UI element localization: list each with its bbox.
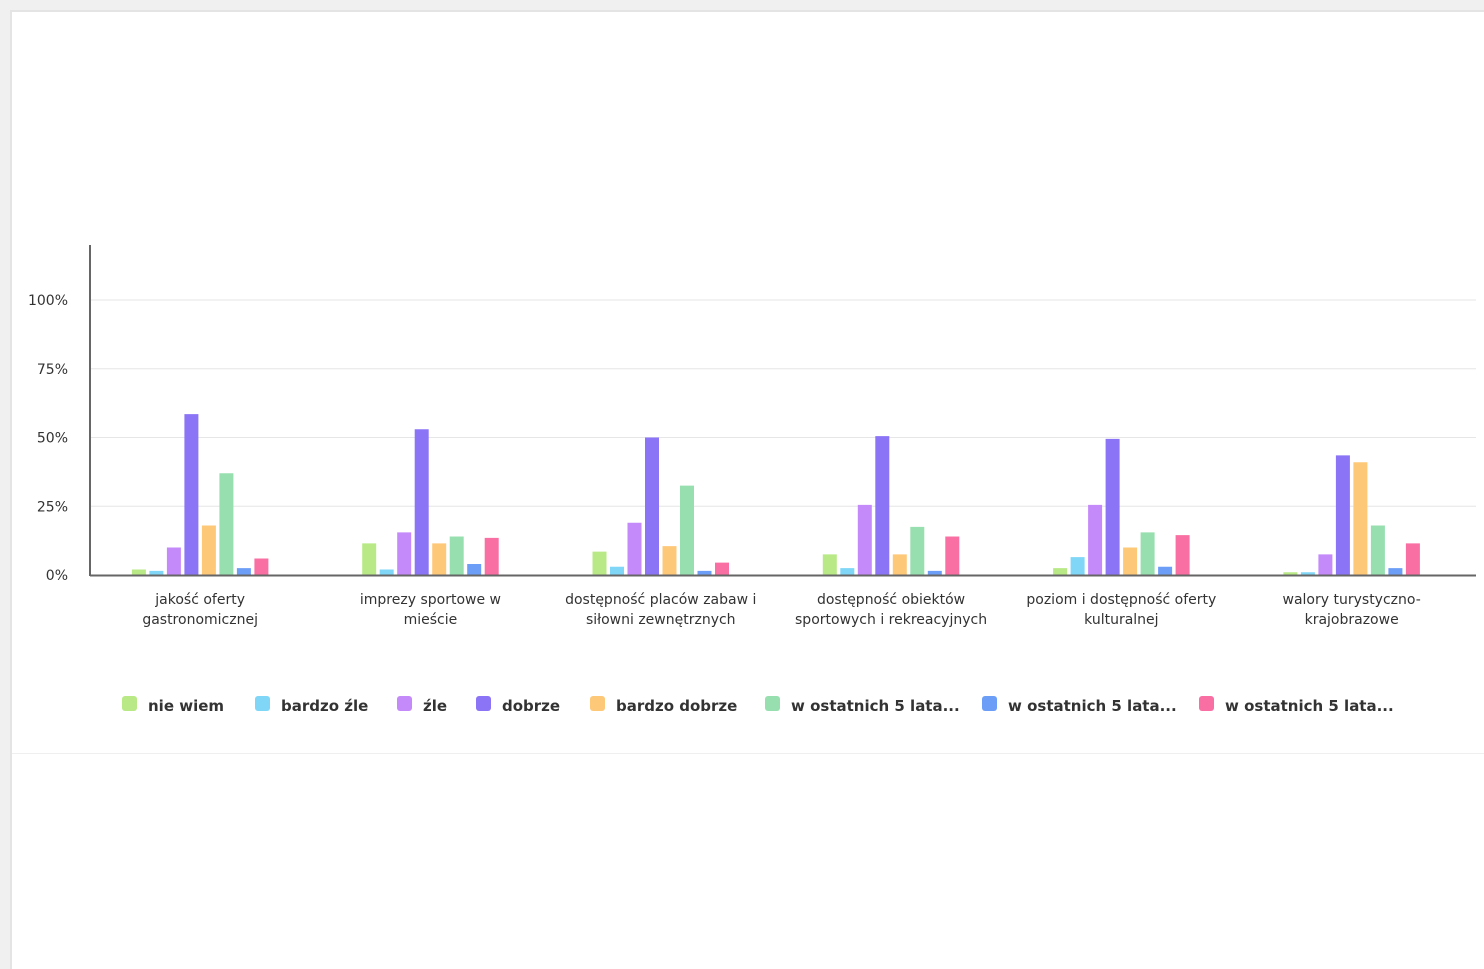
bar[interactable]: [432, 543, 447, 575]
legend-label: bardzo źle: [281, 697, 368, 715]
bar[interactable]: [875, 436, 890, 575]
bar[interactable]: [627, 522, 642, 575]
legend-item[interactable]: w ostatnich 5 lata...: [765, 696, 960, 715]
bar[interactable]: [1370, 525, 1385, 576]
category-label: walory turystyczno-: [1283, 592, 1421, 608]
category-label: jakość oferty: [154, 592, 245, 608]
bar[interactable]: [131, 569, 146, 576]
legend-swatch: [765, 696, 780, 711]
legend-label: dobrze: [502, 697, 560, 715]
bar[interactable]: [1335, 455, 1350, 575]
legend-swatch: [590, 696, 605, 711]
bar[interactable]: [1300, 572, 1315, 575]
y-tick-label: 50%: [37, 431, 68, 447]
bar[interactable]: [822, 554, 837, 575]
bar[interactable]: [149, 570, 164, 575]
legend-label: w ostatnich 5 lata...: [791, 697, 960, 715]
legend-item[interactable]: w ostatnich 5 lata...: [982, 696, 1177, 715]
legend-item[interactable]: bardzo źle: [255, 696, 368, 715]
bar[interactable]: [1283, 572, 1298, 575]
category-label: kulturalnej: [1084, 612, 1158, 628]
legend-label: nie wiem: [148, 697, 224, 715]
y-tick-label: 100%: [28, 293, 68, 309]
bar[interactable]: [1088, 504, 1103, 575]
y-tick-label: 0%: [46, 568, 68, 584]
category-label: mieście: [404, 612, 458, 628]
category-label: poziom i dostępność oferty: [1026, 592, 1216, 608]
category-label: siłowni zewnętrznych: [586, 612, 736, 628]
bar[interactable]: [1053, 568, 1068, 575]
legend-label: bardzo dobrze: [616, 697, 737, 715]
bar[interactable]: [697, 570, 712, 575]
y-axis-ticks: 0% 25% 50% 75% 100%: [28, 293, 68, 584]
y-tick-label: 25%: [37, 499, 68, 515]
bar[interactable]: [219, 473, 234, 575]
bar[interactable]: [379, 569, 394, 576]
bar[interactable]: [184, 414, 199, 575]
legend-item[interactable]: w ostatnich 5 lata...: [1199, 696, 1394, 715]
bar[interactable]: [467, 564, 482, 575]
bar[interactable]: [680, 485, 694, 575]
bar[interactable]: [1388, 568, 1403, 575]
category-label: dostępność placów zabaw i: [565, 592, 756, 608]
category-label: dostępność obiektów: [817, 592, 965, 608]
bar[interactable]: [610, 566, 624, 575]
category-label: krajobrazowe: [1305, 612, 1399, 628]
bar[interactable]: [1175, 535, 1190, 575]
legend-label: w ostatnich 5 lata...: [1225, 697, 1394, 715]
legend-item[interactable]: bardzo dobrze: [590, 696, 737, 715]
bar[interactable]: [945, 536, 960, 576]
bar[interactable]: [484, 537, 499, 575]
bar[interactable]: [1140, 532, 1155, 575]
legend-swatch: [982, 696, 997, 711]
category-label: imprezy sportowe w: [360, 592, 501, 608]
legend: nie wiem bardzo źle źle dobrze bardzo dobrze…: [122, 696, 1394, 715]
bar[interactable]: [662, 546, 677, 575]
bar[interactable]: [1105, 438, 1120, 575]
legend-swatch: [122, 696, 137, 711]
y-tick-label: 75%: [37, 362, 68, 378]
legend-label: w ostatnich 5 lata...: [1008, 697, 1177, 715]
legend-item[interactable]: dobrze: [476, 696, 560, 715]
legend-label: źle: [423, 697, 447, 715]
bars: [131, 414, 1420, 576]
legend-swatch: [255, 696, 270, 711]
category-label: sportowych i rekreacyjnych: [795, 612, 987, 628]
bar[interactable]: [414, 429, 429, 575]
bar[interactable]: [927, 570, 942, 575]
axes: [89, 245, 1476, 577]
bar[interactable]: [1405, 543, 1420, 575]
legend-item[interactable]: nie wiem: [122, 696, 224, 715]
category-labels: jakość oferty gastronomicznej imprezy spor…: [142, 592, 1420, 628]
grid-lines: [90, 299, 1476, 507]
bar[interactable]: [166, 547, 181, 576]
legend-swatch: [1199, 696, 1214, 711]
bar[interactable]: [362, 543, 377, 575]
category-label: gastronomicznej: [142, 612, 258, 628]
bar[interactable]: [254, 558, 269, 576]
bar[interactable]: [645, 437, 659, 576]
bar[interactable]: [1353, 462, 1368, 575]
bar[interactable]: [892, 554, 907, 575]
bar[interactable]: [1158, 566, 1173, 575]
bar[interactable]: [1318, 554, 1333, 575]
bar[interactable]: [910, 526, 925, 575]
card-divider: [12, 753, 1484, 754]
legend-item[interactable]: źle: [397, 696, 447, 715]
chart-card: [10, 10, 1484, 969]
bar[interactable]: [857, 504, 872, 575]
bar[interactable]: [449, 536, 464, 576]
bar[interactable]: [1123, 547, 1138, 576]
bar[interactable]: [592, 551, 607, 575]
legend-swatch: [476, 696, 491, 711]
bar[interactable]: [397, 532, 412, 575]
bar[interactable]: [201, 525, 216, 576]
bar[interactable]: [236, 568, 251, 575]
legend-swatch: [397, 696, 412, 711]
bar[interactable]: [1070, 557, 1085, 575]
bar[interactable]: [840, 568, 855, 575]
bar[interactable]: [715, 562, 729, 575]
